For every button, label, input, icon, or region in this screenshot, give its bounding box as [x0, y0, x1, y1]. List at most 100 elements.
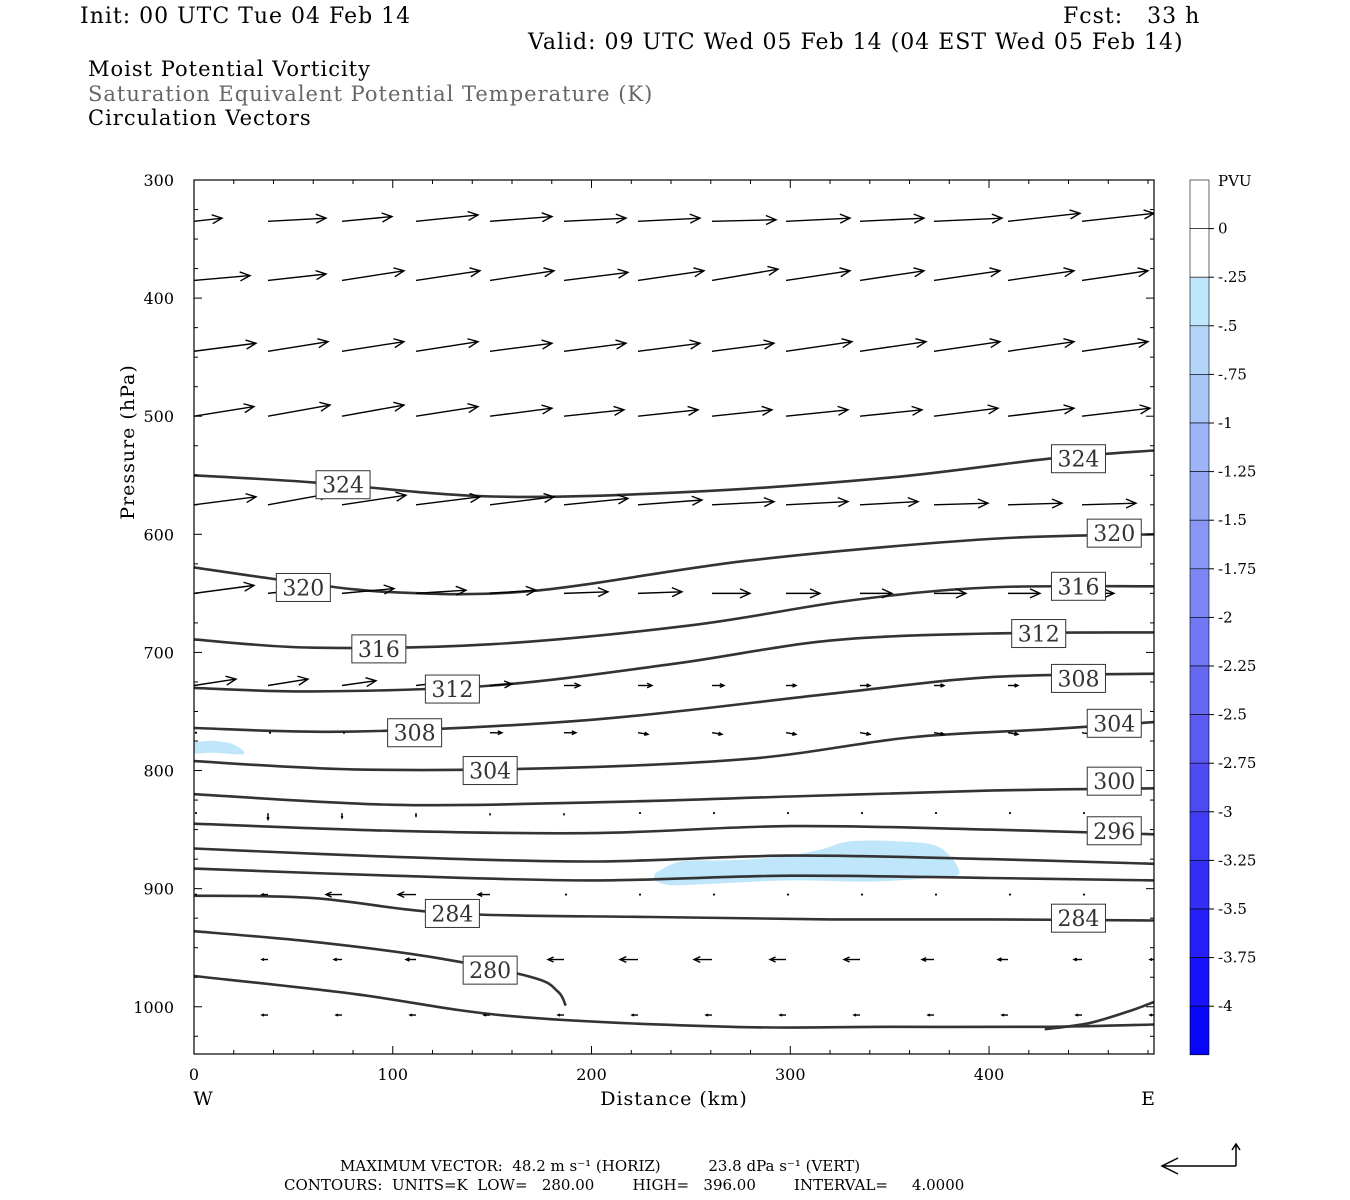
- colorbar-segment: [1189, 374, 1210, 424]
- vector-head: [644, 731, 650, 737]
- vector-dot: [1008, 893, 1012, 896]
- vector-5-3: [415, 585, 468, 596]
- vector-shaft: [1156, 733, 1166, 735]
- contour-label-312-0: 312: [424, 674, 480, 704]
- vector-3-0: [194, 403, 256, 417]
- vector-head: [260, 957, 265, 962]
- contour-label-text: 324: [322, 474, 364, 499]
- vector-head: [1143, 209, 1154, 220]
- vector-head: [763, 339, 776, 350]
- vector-head: [718, 731, 724, 737]
- vector-dot: [712, 811, 716, 815]
- vector-11-5: [556, 1013, 564, 1017]
- vector-shaft: [1007, 212, 1081, 223]
- vector-head: [671, 586, 684, 598]
- vector-shaft: [1081, 270, 1149, 282]
- vector-shaft: [1156, 593, 1188, 595]
- vector-7-5: [564, 730, 578, 736]
- contour-320-1: [194, 533, 1154, 596]
- vector-head: [768, 956, 776, 963]
- contour-label-text: 324: [1057, 448, 1099, 473]
- vector-head: [913, 267, 926, 278]
- vector-head: [393, 338, 406, 349]
- colorbar-label: -3: [1218, 803, 1233, 821]
- contour-label-304-0: 304: [462, 756, 518, 786]
- vector-9-1: [260, 892, 268, 897]
- vector-shaft: [785, 500, 849, 506]
- colorbar-segment: [1189, 957, 1210, 1007]
- vector-1-11: [1007, 267, 1076, 282]
- vector-shaft: [563, 217, 627, 223]
- vector-head: [915, 337, 928, 349]
- vector-dot: [638, 893, 642, 896]
- vector-head: [574, 682, 582, 689]
- vector-shaft: [1230, 593, 1262, 595]
- vector-head: [615, 339, 628, 350]
- forecast-hour: Fcst: 33 h: [1063, 4, 1201, 29]
- vector-head: [940, 731, 946, 737]
- vector-head: [260, 892, 265, 897]
- vector-dot: [1231, 893, 1233, 895]
- vector-shaft: [563, 591, 609, 595]
- vector-shaft: [637, 270, 705, 282]
- vector-shaft: [341, 340, 405, 352]
- vector-10-10: [920, 956, 934, 963]
- vector-10-5: [546, 956, 564, 963]
- colorbar-label: -.75: [1218, 365, 1247, 383]
- x-tick-label: 0: [189, 1065, 199, 1084]
- contour-label-284-1: 284: [1050, 903, 1106, 933]
- vector-dot: [786, 811, 790, 815]
- vector-5-14: [1230, 590, 1262, 599]
- colorbar-segment: [1189, 471, 1210, 521]
- y-tick-label: 400: [143, 289, 174, 308]
- contour-label-text: 284: [431, 902, 473, 927]
- vector-head: [693, 267, 706, 278]
- vector-head: [926, 1013, 931, 1017]
- y-axis-title: Pressure (hPa): [117, 364, 139, 520]
- vector-1-8: [785, 267, 852, 282]
- vector-head: [381, 212, 394, 223]
- vector-head: [1029, 588, 1042, 599]
- vector-8-13: [1157, 812, 1159, 814]
- vector-9-11: [1008, 893, 1012, 896]
- y-tick-label: 1000: [133, 998, 174, 1017]
- vector-head: [1252, 590, 1262, 599]
- vector-head: [1237, 684, 1241, 687]
- contour-label-text: 320: [282, 576, 324, 601]
- vector-2-8: [785, 337, 854, 352]
- vector-1-1: [267, 269, 328, 282]
- vector-8-9: [860, 811, 864, 815]
- vector-7-11: [1007, 731, 1020, 737]
- vector-0-12: [1081, 209, 1154, 223]
- vector-0-10: [933, 213, 1004, 224]
- vector-11-0: [188, 1014, 194, 1016]
- vector-3-14: [1230, 402, 1300, 416]
- vector-dot: [786, 893, 790, 896]
- vector-head: [1051, 498, 1064, 509]
- vector-7-7: [711, 731, 724, 737]
- vector-3-12: [1081, 404, 1152, 417]
- vector-2-4: [489, 339, 554, 352]
- vector-head: [689, 213, 702, 224]
- vector-3-3: [415, 403, 480, 417]
- vector-head: [541, 404, 554, 415]
- vector-head: [266, 816, 270, 822]
- contour-label-text: 308: [1057, 667, 1099, 692]
- vector-shaft: [341, 270, 405, 282]
- colorbar-label: -4: [1218, 997, 1233, 1015]
- vector-0-9: [859, 213, 926, 224]
- vector-shaft: [489, 496, 555, 506]
- vector-6-5: [564, 682, 582, 689]
- vector-shaft: [194, 217, 223, 223]
- vector-2-0: [194, 339, 258, 352]
- colorbar-label: -3.75: [1218, 949, 1256, 967]
- east-label: E: [1141, 1088, 1155, 1110]
- vector-6-4: [489, 680, 514, 689]
- contour-label-320-0: 320: [275, 572, 331, 602]
- contour-label-text: 312: [1018, 623, 1060, 648]
- vector-head: [761, 405, 774, 416]
- vector-head: [1274, 499, 1284, 508]
- contour-316-2: [194, 584, 1154, 650]
- vector-shaft: [1007, 407, 1075, 417]
- vector-9-3: [396, 891, 416, 899]
